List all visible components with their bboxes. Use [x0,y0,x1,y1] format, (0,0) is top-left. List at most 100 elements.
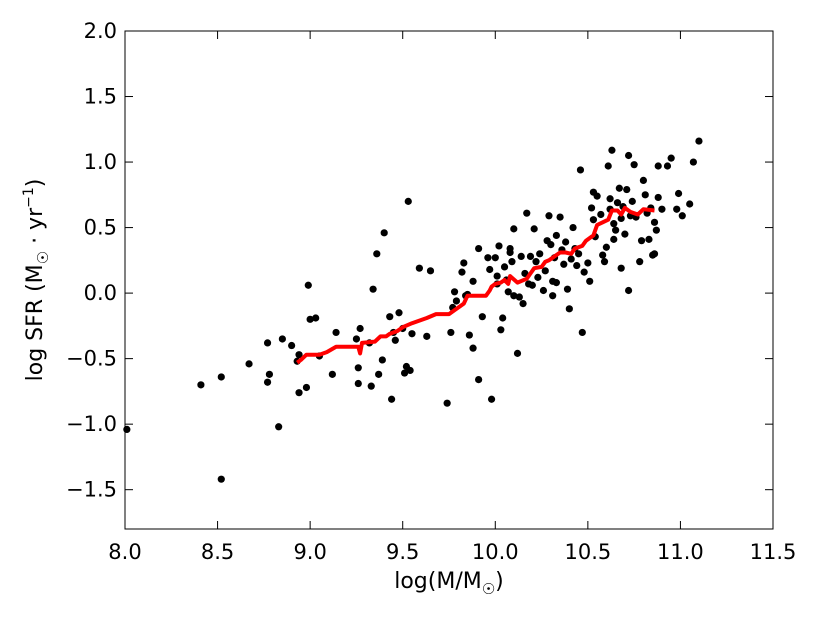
scatter-point [530,225,538,233]
scatter-point [513,349,522,357]
scatter-point [391,336,399,344]
scatter-point [265,370,274,378]
scatter-point [497,326,505,334]
y-tick-label: −1.0 [66,412,117,436]
scatter-point [506,248,514,257]
scatter-point [332,328,340,337]
scatter-point [674,189,683,198]
scatter-point [263,339,272,347]
scatter-point [408,330,416,338]
scatter-point [400,369,409,377]
scatter-point [673,205,681,213]
scatter-point [562,238,570,246]
scatter-point [491,254,499,262]
scatter-point [678,212,686,220]
scatter-point [545,212,553,220]
scatter-point [197,381,205,389]
scatter-point [404,197,412,205]
scatter-point [460,259,468,267]
scatter-point [245,360,253,368]
scatter-point [593,192,601,200]
scatter-point [628,197,636,205]
scatter-point [575,250,583,258]
scatter-point [450,288,459,296]
scatter-point [275,423,283,431]
scatter-point [373,250,381,258]
y-tick-label: 2.0 [84,19,117,43]
scatter-point [443,399,451,407]
scatter-point [552,231,560,240]
scatter-point [475,376,483,384]
scatter-point [447,328,455,337]
scatter-point [658,205,666,213]
scatter-point [576,166,585,174]
y-tick-label: 0.5 [84,216,117,240]
scatter-point [521,269,529,278]
x-tick-label: 8.5 [201,540,234,564]
x-tick-label: 10.5 [564,540,611,564]
scatter-point [667,154,675,162]
scatter-point [624,286,633,295]
scatter-point [504,288,512,296]
running-median-line [296,205,655,365]
scatter-point [304,281,312,289]
scatter-point [532,258,540,266]
scatter-point [375,370,383,378]
scatter-point [663,162,672,170]
scatter-point [478,313,486,321]
scatter-point [354,364,362,372]
x-tick-label: 8.0 [108,540,141,564]
scatter-point [549,292,557,300]
scatter-point [547,241,555,249]
scatter-point [597,210,605,219]
scatter-point [604,162,612,170]
scatter-point [565,305,573,313]
scatter-point [458,268,466,276]
scatter-point [645,235,653,243]
scatter-point [500,263,509,271]
y-tick-label: −0.5 [66,347,117,371]
scatter-point [541,267,549,275]
scatter-point [328,370,336,378]
scatter-point [617,264,625,272]
y-tick-label: −1.5 [66,478,117,502]
scatter-point [508,258,516,266]
scatter-point [587,204,596,212]
scatter-point [641,191,649,199]
scatter-point [295,351,303,359]
scatter-point [610,235,618,243]
scatter-point [388,395,396,403]
scatter-point [608,146,616,154]
scatter-point [465,331,473,339]
scatter-point [552,279,560,287]
scatter-point [602,243,610,251]
scatter-point [589,216,598,224]
scatter-point [486,265,494,274]
scatter-point [636,258,644,266]
scatter-point [123,425,131,433]
scatter-point [295,389,303,397]
scatter-point [406,366,414,375]
scatter-point [584,259,592,267]
scatter-point [523,209,531,217]
scatter-point [613,199,622,207]
x-tick-label: 9.0 [293,540,326,564]
scatter-point [423,332,431,340]
x-axis-label: log(M/M☉) [394,569,504,598]
scatter-point [306,315,314,323]
scatter-point [288,341,296,350]
scatter-point [312,314,320,322]
scatter-point [580,268,588,276]
scatter-point [617,214,625,223]
scatter-point [534,273,542,281]
scatter-point [415,264,423,272]
scatter-point [263,378,272,386]
scatter-point [510,292,518,300]
scatter-point [600,258,609,266]
scatter-point [475,244,483,253]
scatter-point [630,161,638,169]
scatter-point [650,250,659,258]
scatter-point [654,162,662,170]
scatter-point [536,250,544,258]
